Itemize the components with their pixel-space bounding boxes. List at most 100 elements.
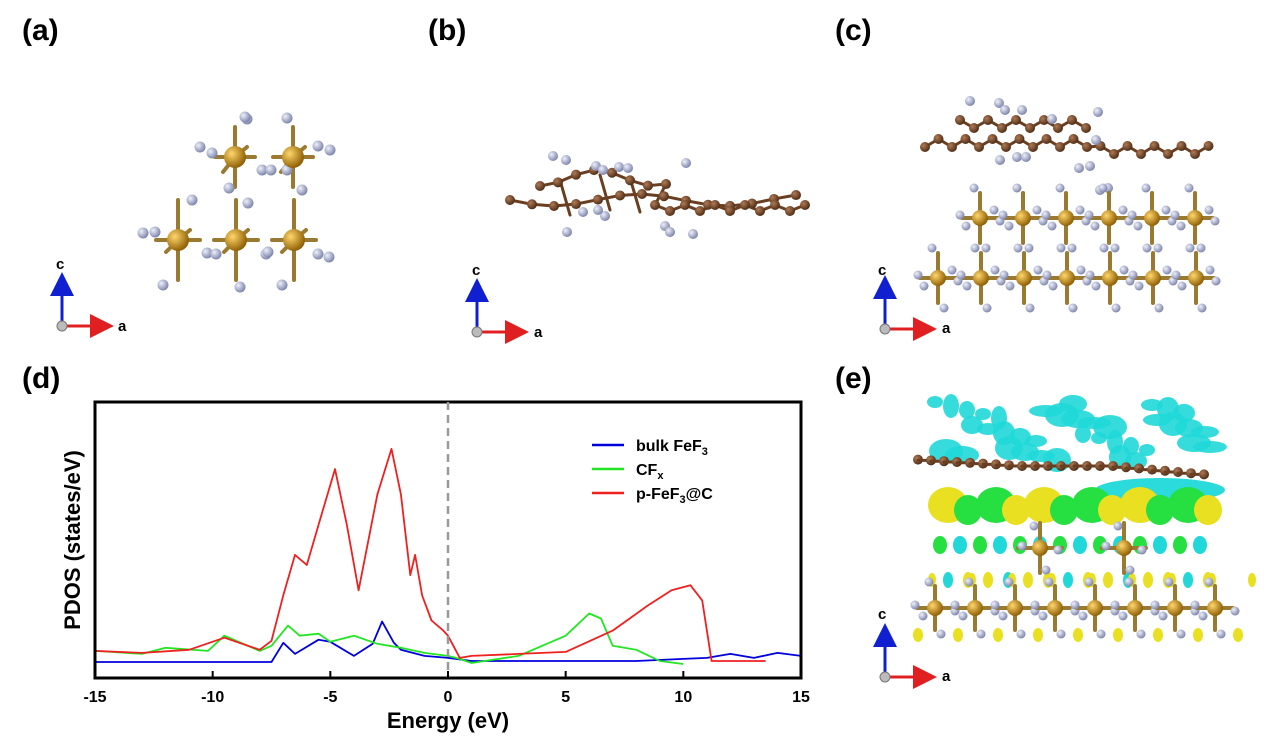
c-atom (527, 199, 537, 210)
f-atom (1150, 600, 1160, 610)
f-atom (956, 270, 966, 280)
panel-label-a: (a) (22, 14, 59, 47)
f-atom (1204, 577, 1214, 587)
f-atom (1161, 205, 1171, 215)
axis-label-a-e: a (942, 668, 951, 685)
x-tick-label: 0 (444, 689, 453, 706)
accumulation-lobe (1194, 495, 1222, 525)
depletion-lobe (943, 394, 959, 418)
fe-atom (1145, 270, 1161, 286)
f-atom (1047, 221, 1057, 231)
x-tick-label: -10 (201, 689, 224, 706)
f-atom (1029, 521, 1039, 531)
f-atom (1000, 105, 1010, 115)
structure-feF3-bulk (137, 111, 336, 293)
fe-atom (1187, 210, 1203, 226)
accumulation-lobe (1248, 573, 1256, 587)
f-atom (1177, 281, 1187, 291)
depletion-lobe (1173, 404, 1195, 422)
c-atom (920, 142, 930, 152)
f-atom (201, 247, 213, 259)
depletion-lobe (1123, 437, 1139, 455)
f-atom (982, 303, 992, 313)
c-atom (974, 142, 984, 152)
density-lobe (953, 536, 967, 554)
f-atom (1141, 183, 1151, 193)
c-atom (983, 115, 993, 125)
c-atom (625, 175, 635, 186)
f-atom (1013, 243, 1023, 253)
f-atom (1162, 265, 1172, 275)
axis-label-c-b: c (472, 262, 481, 279)
f-atom (999, 270, 1009, 280)
c-atom (969, 123, 979, 133)
fe-atom (1188, 270, 1204, 286)
density-lobe (943, 572, 953, 588)
c-atom (593, 194, 603, 205)
fe-atom (1144, 210, 1160, 226)
legend-label: CFx (636, 462, 664, 482)
f-atom (262, 246, 274, 258)
accumulation-lobe (954, 495, 982, 525)
f-atom (614, 162, 624, 172)
x-tick-label: 15 (792, 689, 810, 706)
c-atom (1163, 149, 1173, 159)
f-atom (1211, 276, 1221, 286)
axis-label-a-a: a (118, 318, 127, 335)
axis-label-c-c: c (878, 262, 887, 279)
fe-atom (1087, 600, 1103, 616)
accumulation-lobe (913, 628, 923, 642)
x-tick-label: -5 (323, 689, 337, 706)
f-atom (1127, 210, 1137, 220)
f-atom (1017, 105, 1027, 115)
depletion-lobe (1139, 444, 1155, 456)
c-atom (1011, 115, 1021, 125)
depletion-lobe (927, 396, 943, 408)
f-atom (1197, 303, 1207, 313)
f-atom (964, 577, 974, 587)
density-lobe (1183, 572, 1193, 588)
c-atom (643, 180, 653, 191)
f-atom (149, 226, 161, 238)
fe-atom (225, 229, 247, 251)
f-atom (924, 577, 934, 587)
f-atom (1005, 281, 1015, 291)
depletion-lobe (1193, 441, 1227, 453)
depletion-lobe (1025, 435, 1047, 447)
f-atom (223, 182, 235, 194)
f-atom (598, 165, 608, 175)
c-atom (740, 200, 750, 210)
f-atom (998, 611, 1008, 621)
f-atom (1184, 183, 1194, 193)
c-atom (933, 134, 944, 144)
density-lobe (993, 536, 1007, 554)
bond (598, 173, 612, 212)
depletion-lobe (1075, 425, 1091, 443)
c-atom (695, 206, 705, 216)
c-atom (1081, 123, 1091, 133)
f-atom (1091, 135, 1101, 145)
f-atom (1084, 210, 1094, 220)
f-atom (919, 281, 929, 291)
c-atom (955, 115, 965, 125)
c-atom (680, 200, 690, 210)
f-atom (1041, 210, 1051, 220)
f-atom (1068, 303, 1078, 313)
c-atom (755, 206, 765, 216)
f-atom (206, 147, 218, 159)
c-atom (947, 142, 957, 152)
f-atom (1004, 221, 1014, 231)
f-atom (578, 207, 588, 217)
f-atom (688, 229, 698, 239)
f-atom (1078, 611, 1088, 621)
depletion-lobe (1093, 415, 1127, 439)
accumulation-lobe (1146, 495, 1174, 525)
c-atom (1176, 141, 1187, 151)
f-atom (1137, 545, 1147, 555)
f-atom (1176, 221, 1186, 231)
fe-atom (1059, 270, 1075, 286)
f-atom (1024, 243, 1034, 253)
f-atom (1190, 600, 1200, 610)
f-atom (976, 629, 986, 639)
